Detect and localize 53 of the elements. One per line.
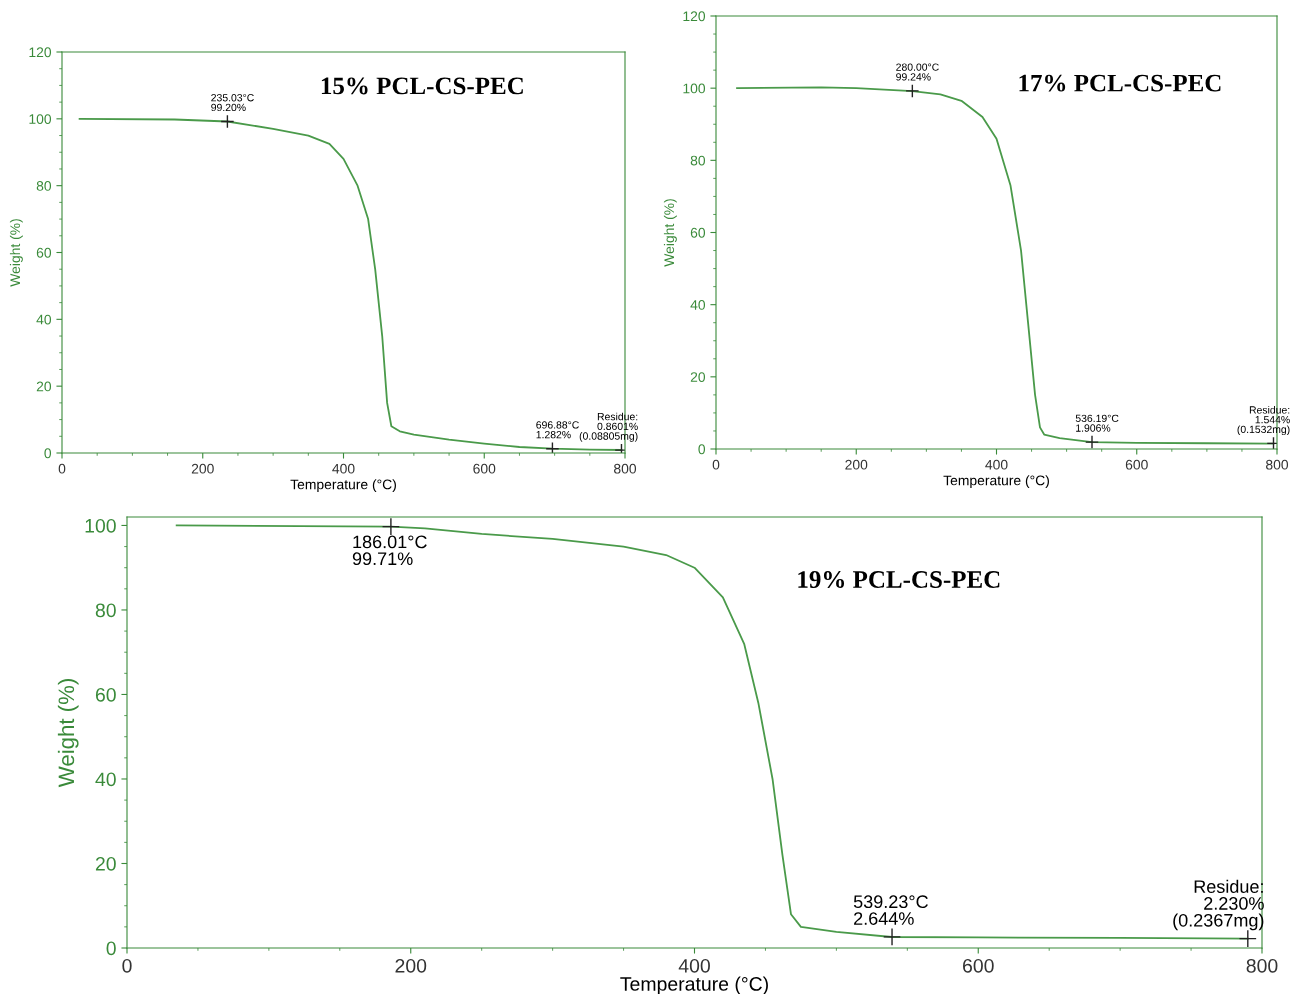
- y-tick-label: 100: [683, 83, 706, 94]
- x-axis-title: Temperature (°C): [943, 475, 1049, 489]
- y-tick-label: 60: [95, 687, 116, 702]
- y-tick-label: 40: [690, 300, 706, 310]
- x-axis-title: Temperature (°C): [290, 479, 396, 493]
- x-tick-label: 800: [1266, 459, 1289, 470]
- y-axis-title: Weight (%): [57, 679, 79, 788]
- x-tick-label: 800: [1246, 958, 1278, 973]
- y-tick-label: 0: [698, 444, 706, 455]
- x-tick-label: 0: [122, 958, 132, 973]
- y-tick-label: 100: [85, 518, 116, 533]
- annotation: 17% PCL-CS-PEC: [1019, 74, 1221, 92]
- annotation: 235.03°C 99.20%: [211, 94, 254, 112]
- y-tick-label: 0: [44, 448, 52, 459]
- x-axis-title: Temperature (°C): [620, 976, 768, 994]
- y-axis-title: Weight (%): [9, 219, 23, 287]
- y-tick-label: 40: [36, 314, 52, 325]
- annotation: 280.00°C 99.24%: [896, 63, 939, 81]
- annotation: 15% PCL-CS-PEC: [321, 77, 523, 95]
- annotation: 539.23°C 2.644%: [853, 895, 928, 925]
- x-tick-label: 400: [332, 463, 355, 474]
- annotation: Residue: 1.544% (0.1532mg): [1237, 405, 1290, 436]
- y-tick-label: 20: [690, 372, 706, 382]
- annotation: Residue: 2.230% (0.2367mg): [1173, 879, 1264, 931]
- x-tick-label: 200: [191, 463, 214, 474]
- x-tick-label: 600: [963, 958, 994, 973]
- annotation: Residue: 0.8601% (0.08805mg): [579, 412, 638, 442]
- y-tick-label: 120: [683, 11, 706, 22]
- x-tick-label: 0: [58, 463, 66, 474]
- x-tick-label: 800: [614, 463, 637, 474]
- annotation: 696.88°C 1.282%: [536, 421, 579, 439]
- y-tick-label: 80: [690, 155, 706, 166]
- y-tick-label: 20: [95, 856, 116, 871]
- y-tick-label: 40: [95, 772, 116, 787]
- x-tick-label: 0: [712, 459, 720, 470]
- y-tick-label: 20: [36, 381, 52, 392]
- y-tick-label: 60: [36, 247, 52, 258]
- y-tick-label: 120: [29, 47, 52, 58]
- x-tick-label: 600: [1125, 459, 1148, 470]
- y-tick-label: 60: [690, 227, 706, 238]
- y-axis-title: Weight (%): [663, 199, 677, 267]
- annotation: 19% PCL-CS-PEC: [798, 571, 1000, 588]
- y-tick-label: 80: [95, 603, 116, 618]
- annotation: 186.01°C 99.71%: [352, 535, 427, 566]
- y-tick-label: 80: [36, 181, 52, 191]
- x-tick-label: 400: [678, 958, 710, 973]
- y-tick-label: 0: [106, 941, 116, 956]
- x-tick-label: 200: [395, 958, 427, 973]
- x-tick-label: 400: [985, 459, 1008, 470]
- x-tick-label: 200: [845, 459, 868, 470]
- y-tick-label: 100: [29, 114, 52, 124]
- annotation: 536.19°C 1.906%: [1075, 414, 1119, 432]
- x-tick-label: 600: [473, 463, 496, 474]
